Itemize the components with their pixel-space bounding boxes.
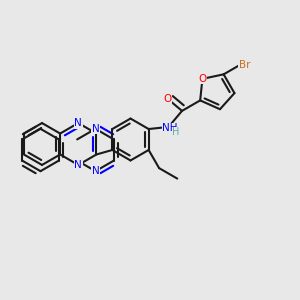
Text: NH: NH	[162, 123, 178, 134]
Text: O: O	[164, 94, 172, 104]
Text: N: N	[92, 124, 99, 134]
Text: O: O	[198, 74, 207, 84]
Text: H: H	[172, 127, 180, 137]
Text: N: N	[92, 166, 99, 176]
Text: N: N	[74, 118, 82, 128]
Text: Br: Br	[239, 60, 250, 70]
Text: N: N	[74, 160, 82, 170]
